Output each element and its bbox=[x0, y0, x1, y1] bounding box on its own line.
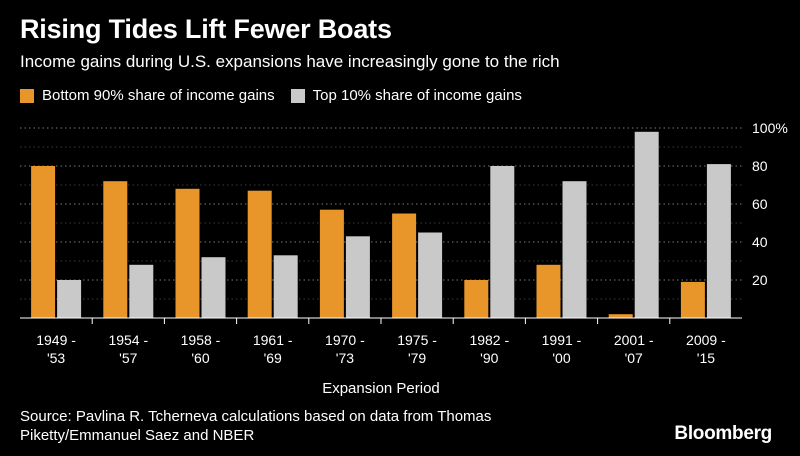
legend-swatch-bottom-90 bbox=[20, 88, 34, 103]
x-tick-label-line: 2001 - bbox=[614, 332, 654, 348]
bar-top-10 bbox=[345, 236, 370, 318]
x-tick-label-line: '69 bbox=[264, 350, 282, 366]
x-tick-label: 1949 - '53 bbox=[36, 332, 76, 366]
bar-bottom-90 bbox=[103, 181, 128, 318]
x-tick-label-line: 1958 - bbox=[181, 332, 221, 348]
x-tick-label: 1991 - '00 bbox=[542, 332, 582, 366]
legend-label-top-10: Top 10% share of income gains bbox=[312, 87, 522, 104]
bar-top-10 bbox=[418, 232, 443, 318]
bar-bottom-90 bbox=[536, 264, 561, 318]
bar-top-10 bbox=[273, 255, 298, 318]
x-tick-label-line: '57 bbox=[119, 350, 137, 366]
bar-bottom-90 bbox=[31, 166, 56, 318]
legend-item-bottom-90: Bottom 90% share of income gains bbox=[20, 87, 275, 104]
legend-swatch-top-10 bbox=[290, 88, 305, 103]
x-tick-label: 1975 - '79 bbox=[397, 332, 437, 366]
x-tick-label-line: 1982 - bbox=[469, 332, 509, 348]
chart-title: Rising Tides Lift Fewer Boats bbox=[20, 14, 392, 44]
x-tick-label-line: '07 bbox=[625, 350, 643, 366]
x-tick-label-line: '53 bbox=[47, 350, 65, 366]
bar-top-10 bbox=[490, 166, 515, 318]
x-tick-label-line: '60 bbox=[191, 350, 209, 366]
bloomberg-logo: Bloomberg bbox=[674, 423, 772, 444]
chart-subtitle: Income gains during U.S. expansions have… bbox=[20, 52, 560, 71]
y-tick-label: 40 bbox=[752, 234, 768, 250]
legend-label-bottom-90: Bottom 90% share of income gains bbox=[42, 87, 275, 104]
x-tick-label: 2009 - '15 bbox=[686, 332, 726, 366]
x-tick-label-line: 1954 - bbox=[108, 332, 148, 348]
x-tick-label-line: 1975 - bbox=[397, 332, 437, 348]
bar-top-10 bbox=[57, 280, 82, 318]
bar-top-10 bbox=[634, 131, 659, 318]
x-tick-label: 1961 - '69 bbox=[253, 332, 293, 366]
bar-bottom-90 bbox=[680, 281, 705, 318]
bar-bottom-90 bbox=[175, 188, 200, 318]
bar-top-10 bbox=[706, 164, 731, 318]
x-tick-label-line: 1961 - bbox=[253, 332, 293, 348]
x-tick-label-line: 2009 - bbox=[686, 332, 726, 348]
x-tick-label-line: '00 bbox=[552, 350, 570, 366]
bar-bottom-90 bbox=[247, 190, 272, 318]
x-tick-label-line: '15 bbox=[697, 350, 715, 366]
y-tick-label: 100% bbox=[752, 120, 788, 136]
x-tick-label-line: 1949 - bbox=[36, 332, 76, 348]
bar-bottom-90 bbox=[464, 280, 489, 318]
x-tick-label-line: '79 bbox=[408, 350, 426, 366]
bar-bottom-90 bbox=[392, 213, 417, 318]
bar-top-10 bbox=[562, 181, 587, 318]
bar-top-10 bbox=[201, 257, 226, 318]
x-tick-label: 1954 - '57 bbox=[108, 332, 148, 366]
x-tick-label-line: 1970 - bbox=[325, 332, 365, 348]
legend: Bottom 90% share of income gains Top 10%… bbox=[20, 87, 538, 104]
bar-top-10 bbox=[129, 264, 154, 318]
x-tick-label: 1970 - '73 bbox=[325, 332, 365, 366]
source-note: Source: Pavlina R. Tcherneva calculation… bbox=[20, 408, 492, 444]
bar-bottom-90 bbox=[319, 209, 344, 318]
x-tick-label-line: '90 bbox=[480, 350, 498, 366]
y-tick-label: 20 bbox=[752, 272, 768, 288]
x-axis-label: Expansion Period bbox=[322, 380, 440, 397]
y-tick-label: 60 bbox=[752, 196, 768, 212]
x-tick-label-line: 1991 - bbox=[542, 332, 582, 348]
y-tick-label: 80 bbox=[752, 158, 768, 174]
x-tick-label: 1958 - '60 bbox=[181, 332, 221, 366]
x-tick-label: 1982 - '90 bbox=[469, 332, 509, 366]
x-tick-label: 2001 - '07 bbox=[614, 332, 654, 366]
x-tick-label-line: '73 bbox=[336, 350, 354, 366]
legend-item-top-10: Top 10% share of income gains bbox=[290, 87, 522, 104]
bar-bottom-90 bbox=[608, 314, 633, 318]
